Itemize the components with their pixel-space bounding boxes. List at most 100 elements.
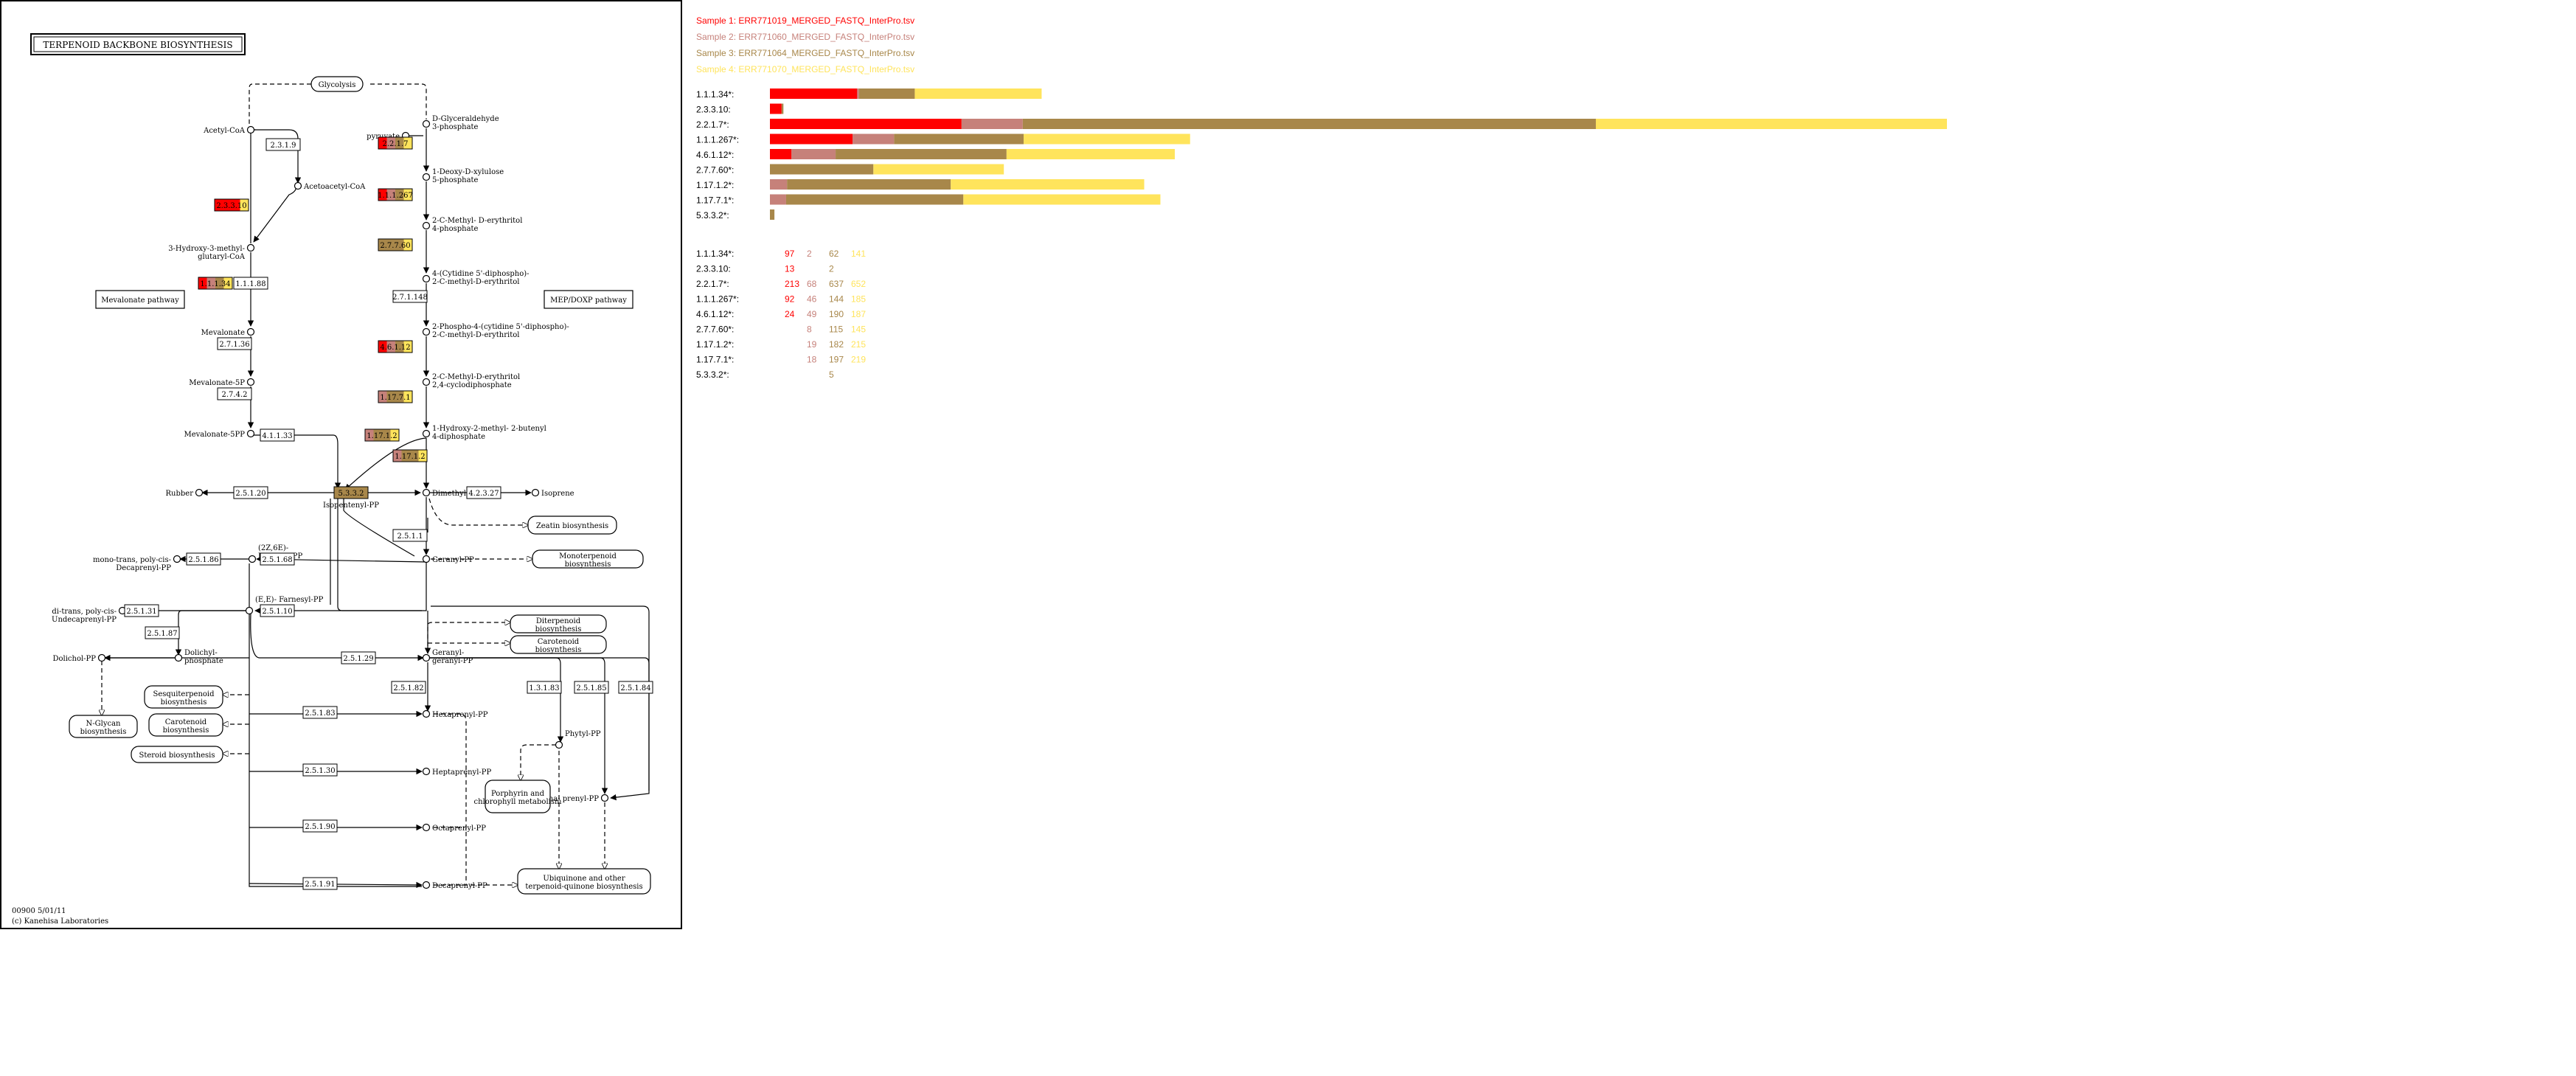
enzyme-box[interactable]: 2.5.1.90 xyxy=(302,819,338,833)
enzyme-box[interactable]: 1.17.7.1 xyxy=(378,390,413,403)
enzyme-box[interactable]: 2.5.1.29 xyxy=(341,651,376,664)
compound-label: Octaprenyl-PP xyxy=(432,825,486,833)
enzyme-box[interactable]: 2.5.1.86 xyxy=(186,552,221,566)
pathway-link[interactable]: Porphyrin and chlorophyll metabolism xyxy=(474,780,562,813)
compound-node[interactable]: (E,E)- Farnesyl-PP xyxy=(245,596,324,615)
legend-panel: Sample 1: ERR771019_MERGED_FASTQ_InterPr… xyxy=(693,13,1947,412)
compound-node[interactable]: Hexaprenyl-PP xyxy=(422,709,488,720)
compound-node[interactable]: Geranyl-PP xyxy=(422,555,475,565)
pathway-link[interactable]: Diterpenoid biosynthesis xyxy=(510,614,607,634)
count-category-label: 2.7.7.60*: xyxy=(696,324,734,335)
enzyme-box[interactable]: 2.7.7.60 xyxy=(378,238,413,251)
enzyme-box[interactable]: 1.1.1.267 xyxy=(378,188,413,201)
enzyme-sample-fill xyxy=(351,487,360,499)
enzyme-box[interactable]: 2.7.4.2 xyxy=(217,387,252,400)
enzyme-box[interactable]: 2.5.1.31 xyxy=(124,604,159,617)
compound-node[interactable]: 2-C-Methyl- D-erythritol 4-phosphate xyxy=(422,217,523,233)
compound-node[interactable]: Octaprenyl-PP xyxy=(422,823,487,833)
enzyme-box[interactable]: 2.5.1.68 xyxy=(260,552,295,566)
pathway-link[interactable]: Glycolysis xyxy=(310,76,364,92)
pathway-link[interactable]: Mevalonate pathway xyxy=(95,290,185,309)
count-category-label: 1.1.1.267*: xyxy=(696,294,739,305)
enzyme-box[interactable]: 2.5.1.83 xyxy=(302,706,338,719)
enzyme-sample-fill xyxy=(403,137,413,149)
compound-node[interactable]: Phytyl-PP xyxy=(555,730,601,749)
compound-node[interactable]: Heptaprenyl-PP xyxy=(422,767,492,777)
compound-node[interactable]: Mevalonate-5P xyxy=(189,378,255,388)
compound-node[interactable]: Acetoacetyl-CoA xyxy=(294,181,367,192)
enzyme-box[interactable]: 4.1.1.33 xyxy=(260,428,295,442)
pathway-link[interactable]: Carotenoid biosynthesis xyxy=(510,635,607,654)
pathway-link[interactable]: Carotenoid biosynthesis xyxy=(148,713,223,737)
pathway-link[interactable]: N-Glycan biosynthesis xyxy=(69,715,138,738)
enzyme-box[interactable]: 2.5.1.87 xyxy=(145,626,180,639)
pathway-link[interactable]: Monoterpenoid biosynthesis xyxy=(532,549,644,569)
compound-node[interactable]: Isoprene xyxy=(531,488,574,499)
enzyme-ec-label: 2.7.7.60 xyxy=(380,242,410,250)
sample-count-value: 62 xyxy=(829,249,839,259)
pathway-label: Sesquiterpenoid biosynthesis xyxy=(153,690,215,707)
compound-node[interactable]: 1-Deoxy-D-xylulose 5-phosphate xyxy=(422,168,504,184)
enzyme-box[interactable]: 5.3.3.2 xyxy=(333,486,369,499)
enzyme-box[interactable]: 2.3.1.9 xyxy=(265,138,301,151)
compound-node[interactable]: 2-C-Methyl-D-erythritol 2,4-cyclodiphosph… xyxy=(422,373,521,389)
compound-node[interactable]: 1-Hydroxy-2-methyl- 2-butenyl 4-diphospha… xyxy=(422,425,546,441)
enzyme-sample-fill xyxy=(386,341,396,353)
compound-node[interactable]: Decaprenyl-PP xyxy=(422,881,487,891)
enzyme-box[interactable]: 2.5.1.30 xyxy=(302,763,338,777)
compound-node[interactable]: 2-Phospho-4-(cytidine 5'-diphospho)-2-C-… xyxy=(422,323,569,339)
pathway-link[interactable]: Ubiquinone and other terpenoid-quinone bi… xyxy=(517,868,651,895)
enzyme-box[interactable]: 1.1.1.34 xyxy=(198,277,233,290)
enzyme-ec-label: 4.1.1.33 xyxy=(262,432,292,440)
enzyme-box[interactable]: 2.7.1.148 xyxy=(392,290,428,303)
compound-node[interactable]: Dolichyl-phosphate xyxy=(174,649,223,665)
enzyme-box[interactable]: 4.6.1.12 xyxy=(378,340,413,353)
enzyme-box[interactable]: 2.5.1.84 xyxy=(618,681,653,694)
enzyme-box[interactable]: 2.5.1.91 xyxy=(302,877,338,890)
pathway-link[interactable]: Sesquiterpenoid biosynthesis xyxy=(144,685,223,709)
enzyme-sample-fill xyxy=(386,239,396,251)
count-category-label: 2.2.1.7*: xyxy=(696,279,729,289)
compound-node[interactable]: Rubber xyxy=(166,488,204,499)
pathway-label: Glycolysis xyxy=(319,81,356,89)
compound-node[interactable]: Nona- prenyl-PP xyxy=(538,794,609,804)
pathway-link[interactable]: Steroid biosynthesis xyxy=(131,746,223,763)
compound-node[interactable]: Dolichol-PP xyxy=(52,653,106,664)
sample-count-value: 24 xyxy=(785,309,795,319)
compound-node[interactable]: Mevalonate-5PP xyxy=(184,429,255,440)
sample-count-value: 5 xyxy=(829,369,834,380)
enzyme-box[interactable]: 1.17.1.2 xyxy=(392,449,428,462)
enzyme-ec-label: 2.5.1.10 xyxy=(262,608,292,616)
compound-node[interactable]: Dimethylallyl- PP xyxy=(422,488,497,499)
enzyme-box[interactable]: 2.2.1.7 xyxy=(378,136,413,150)
enzyme-box[interactable]: 2.3.3.10 xyxy=(214,198,249,212)
compound-node[interactable]: Acetyl-CoA xyxy=(203,125,255,136)
enzyme-box[interactable]: 2.5.1.85 xyxy=(574,681,609,694)
pathway-link[interactable]: Zeatin biosynthesis xyxy=(527,516,617,535)
sample-count-value: 145 xyxy=(851,324,866,335)
compound-label: Acetoacetyl-CoA xyxy=(303,183,366,191)
compound-node[interactable]: Mevalonate xyxy=(201,327,255,338)
compound-node[interactable]: di-trans, poly-cis-Undecaprenyl-PP xyxy=(52,606,127,625)
compound-node[interactable]: D-Glyceraldehyde 3-phosphate xyxy=(422,115,499,131)
compound-label: Isopentenyl-PP xyxy=(323,501,379,510)
stacked-bar-segment xyxy=(770,194,786,205)
compound-node[interactable]: Geranyl-geranyl-PP xyxy=(422,649,473,665)
compound-node[interactable]: 4-(Cytidine 5'-diphospho)-2-C-methyl-D-e… xyxy=(422,270,530,286)
enzyme-box[interactable]: 2.5.1.1 xyxy=(392,529,428,542)
enzyme-box[interactable]: 2.7.1.36 xyxy=(217,337,252,350)
enzyme-box[interactable]: 1.3.1.83 xyxy=(527,681,562,694)
enzyme-box[interactable]: 2.5.1.10 xyxy=(260,604,295,617)
compound-node[interactable]: 3-Hydroxy-3-methyl-glutaryl-CoA xyxy=(168,243,255,262)
compound-node[interactable]: mono-trans, poly-cis-Decaprenyl-PP xyxy=(93,555,181,573)
enzyme-sample-fill xyxy=(401,450,411,462)
sample-count-value: 49 xyxy=(807,309,817,319)
enzyme-box[interactable]: 1.1.1.88 xyxy=(233,277,268,290)
stacked-bar-segment xyxy=(858,88,915,99)
sample-count-value: 18 xyxy=(807,355,817,365)
enzyme-box[interactable]: 4.2.3.27 xyxy=(466,486,501,499)
enzyme-box[interactable]: 1.17.1.2 xyxy=(364,428,400,442)
enzyme-box[interactable]: 2.5.1.20 xyxy=(233,486,268,499)
pathway-link[interactable]: MEP/DOXP pathway xyxy=(544,290,633,309)
enzyme-box[interactable]: 2.5.1.82 xyxy=(391,681,426,694)
